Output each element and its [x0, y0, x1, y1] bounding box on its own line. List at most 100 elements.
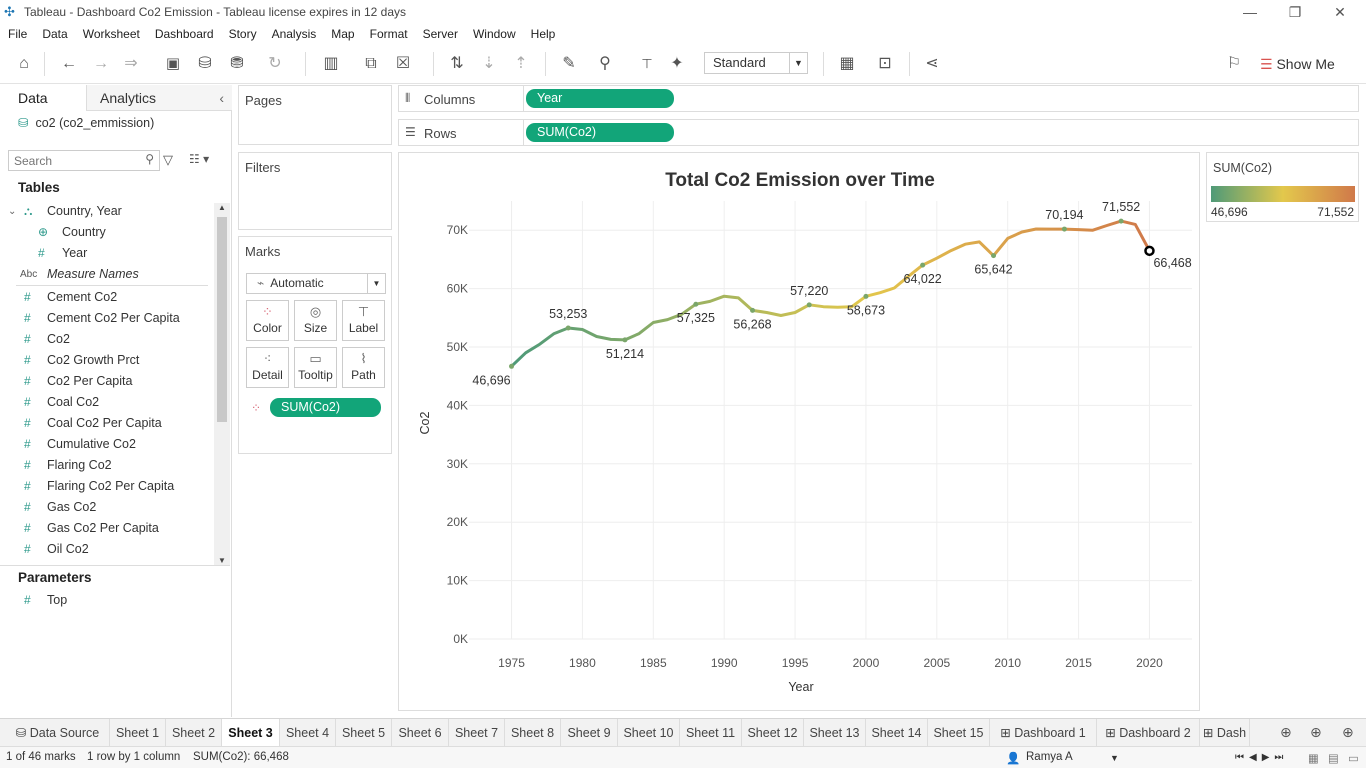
group-icon[interactable]: ⚲ — [599, 55, 611, 72]
search-input[interactable] — [9, 151, 134, 170]
replay-icon[interactable]: ⇒ — [124, 55, 138, 72]
color-button[interactable]: ⁘ Color — [246, 300, 289, 341]
field-measure[interactable]: # Flaring Co2 Per Capita — [0, 476, 214, 497]
hierarchy-country-year[interactable]: ⌄ ⛬ Country, Year — [0, 201, 214, 222]
menu-analysis[interactable]: Analysis — [271, 27, 317, 41]
sort-ascending-icon[interactable]: ⇣ — [482, 55, 496, 72]
sheet-tab[interactable]: Sheet 5 — [336, 719, 392, 747]
sheet-sorter-icon[interactable]: ▦ — [1308, 753, 1319, 765]
show-labels-icon[interactable]: ⊤ — [641, 56, 653, 71]
field-measure[interactable]: # Cumulative Co2 — [0, 434, 214, 455]
sort-descending-icon[interactable]: ⇡ — [514, 55, 528, 72]
expand-icon[interactable]: ⌄ — [8, 206, 17, 217]
data-point[interactable] — [991, 253, 997, 259]
fit-dropdown[interactable]: Standard ▼ — [704, 52, 808, 74]
field-measure[interactable]: # Co2 Per Capita — [0, 371, 214, 392]
sheet-tab[interactable]: Sheet 2 — [166, 719, 222, 747]
format-painter-icon[interactable]: ⚐ — [1226, 55, 1242, 72]
filters-shelf[interactable]: Filters — [238, 152, 392, 230]
sheet-tab[interactable]: ⊞ Dashboard 1 — [990, 719, 1097, 747]
menu-dashboard[interactable]: Dashboard — [154, 27, 214, 41]
data-point[interactable] — [806, 302, 812, 308]
new-datasource-icon[interactable]: ⛁ — [198, 55, 212, 72]
sheet-tab[interactable]: ⊞ Dashboard 2 — [1097, 719, 1200, 747]
field-measure[interactable]: # Co2 Growth Prct — [0, 350, 214, 371]
sheet-tab[interactable]: Sheet 6 — [392, 719, 449, 747]
field-measure[interactable]: # Coal Co2 Per Capita — [0, 413, 214, 434]
color-legend[interactable]: SUM(Co2) 46,696 71,552 — [1206, 152, 1359, 222]
field-measure[interactable]: # Gas Co2 — [0, 497, 214, 518]
new-worksheet-icon[interactable]: ▥ — [323, 55, 339, 72]
data-point[interactable] — [565, 325, 571, 331]
scrollbar-thumb[interactable] — [217, 217, 227, 422]
data-point[interactable] — [920, 262, 926, 268]
sheet-tab[interactable]: ⛁ Data Source — [6, 719, 110, 747]
datasource-row[interactable]: ⛁ co2 (co2_emmission) — [18, 115, 154, 130]
tab-data[interactable]: Data — [0, 85, 86, 111]
tabs-view-icon[interactable]: ▭ — [1348, 753, 1359, 765]
presentation-mode-icon[interactable]: ⊡ — [878, 55, 892, 72]
sheet-tab[interactable]: Sheet 7 — [449, 719, 505, 747]
data-point[interactable] — [863, 293, 869, 299]
minimize-icon[interactable]: — — [1243, 4, 1257, 20]
menu-map[interactable]: Map — [331, 27, 355, 41]
field-measure[interactable]: # Coal Co2 — [0, 392, 214, 413]
save-icon[interactable]: ▣ — [165, 55, 181, 72]
undo-icon[interactable]: ← — [61, 55, 77, 72]
sheet-tab[interactable]: Sheet 11 — [680, 719, 742, 747]
restore-icon[interactable]: ❐ — [1288, 4, 1302, 20]
scroll-down-icon[interactable]: ▼ — [218, 556, 226, 565]
field-measure[interactable]: # Co2 — [0, 329, 214, 350]
columns-shelf[interactable]: ⦀ Columns Year — [398, 85, 1359, 112]
new-story-tab-icon[interactable]: ⊕ — [1342, 724, 1354, 740]
menu-format[interactable]: Format — [369, 27, 408, 41]
field-measure[interactable]: # Oil Co2 — [0, 539, 214, 560]
menu-data[interactable]: Data — [42, 27, 68, 41]
size-button[interactable]: ◎ Size — [294, 300, 337, 341]
sheet-navigation-icon[interactable]: ⏮◀▶⏭ — [1235, 752, 1289, 763]
field-measure-names[interactable]: Abc Measure Names — [0, 264, 214, 285]
sheet-tab[interactable]: Sheet 13 — [804, 719, 866, 747]
sheet-tab[interactable]: Sheet 4 — [280, 719, 336, 747]
label-button[interactable]: ⊤ Label — [342, 300, 385, 341]
highlight-icon[interactable]: ✎ — [562, 55, 576, 72]
field-country[interactable]: ⊕ Country — [0, 222, 214, 243]
tab-analytics[interactable]: Analytics ‹ — [86, 85, 232, 111]
tooltip-button[interactable]: ▭ Tooltip — [294, 347, 337, 388]
field-measure[interactable]: # Cement Co2 Per Capita — [0, 308, 214, 329]
sheet-tab[interactable]: Sheet 8 — [505, 719, 561, 747]
menu-file[interactable]: File — [8, 27, 28, 41]
sheet-tab[interactable]: Sheet 14 — [866, 719, 928, 747]
co2-series-line[interactable] — [510, 219, 1151, 368]
menu-story[interactable]: Story — [228, 27, 257, 41]
redo-icon[interactable]: → — [93, 55, 109, 72]
scroll-up-icon[interactable]: ▲ — [218, 203, 226, 212]
parameter-top[interactable]: # Top — [0, 590, 214, 611]
scrollbar[interactable]: ▲ ▼ — [214, 203, 230, 565]
line-chart[interactable]: Total Co2 Emission over Time Year Co2 19… — [399, 153, 1199, 710]
filter-icon[interactable]: ▽ — [163, 152, 173, 167]
path-button[interactable]: ⌇ Path — [342, 347, 385, 388]
swap-rows-columns-icon[interactable]: ⇅ — [450, 55, 464, 72]
chart-view[interactable]: Total Co2 Emission over Time Year Co2 19… — [398, 152, 1200, 711]
show-me-button[interactable]: ☰ Show Me — [1260, 56, 1335, 73]
sheet-tab[interactable]: Sheet 1 — [110, 719, 166, 747]
sheet-tab[interactable]: Sheet 12 — [742, 719, 804, 747]
columns-pill-year[interactable]: Year — [526, 89, 674, 108]
field-measure[interactable]: # Gas Co2 Per Capita — [0, 518, 214, 539]
rows-shelf[interactable]: ☰ Rows SUM(Co2) — [398, 119, 1359, 146]
sheet-tab[interactable]: Sheet 9 — [561, 719, 618, 747]
menu-help[interactable]: Help — [530, 27, 556, 41]
status-user[interactable]: Ramya A — [1026, 751, 1073, 763]
pause-updates-icon[interactable]: ⛃ — [230, 55, 244, 72]
field-measure[interactable]: # Cement Co2 — [0, 287, 214, 308]
mark-type-dropdown[interactable]: ⌁ Automatic ▼ — [246, 273, 386, 294]
refresh-icon[interactable]: ↻ — [268, 55, 282, 72]
view-options-icon[interactable]: ☷ ▾ — [189, 152, 210, 166]
sheet-tab[interactable]: Sheet 10 — [618, 719, 680, 747]
share-icon[interactable]: ⋖ — [925, 55, 939, 72]
data-point[interactable] — [1061, 226, 1067, 232]
clear-sheet-icon[interactable]: ☒ — [395, 55, 411, 72]
pages-shelf[interactable]: Pages — [238, 85, 392, 145]
duplicate-sheet-icon[interactable]: ⧉ — [365, 55, 377, 72]
